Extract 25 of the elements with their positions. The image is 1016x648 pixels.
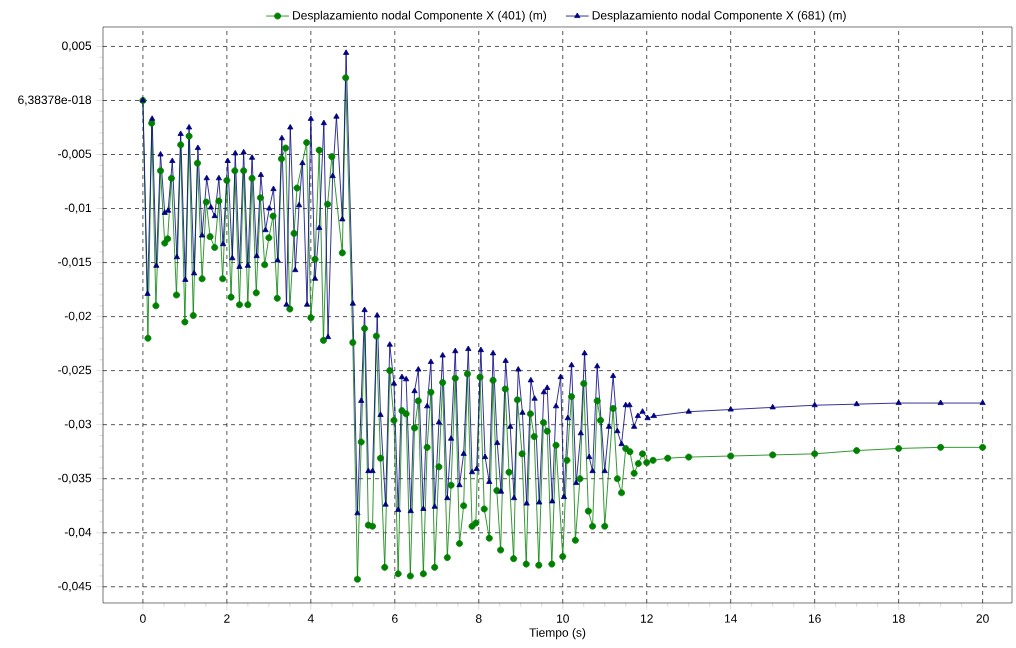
x-tick-label: 0 xyxy=(140,614,146,623)
y-tick-label: -0,03 xyxy=(64,419,92,430)
y-tick-label: -0,035 xyxy=(58,473,92,484)
y-tick-label: -0,025 xyxy=(58,365,92,376)
y-tick-label: -0,045 xyxy=(58,581,92,592)
x-tick-label: 14 xyxy=(724,614,738,623)
x-tick-label: 16 xyxy=(808,614,821,623)
y-tick-label: -0,02 xyxy=(64,311,92,322)
x-tick-label: 10 xyxy=(557,614,569,623)
x-tick-label: 2 xyxy=(224,614,230,623)
x-axis-title: Tiempo (s) xyxy=(529,628,586,640)
y-tick-label: -0,01 xyxy=(64,203,92,214)
x-tick-label: 20 xyxy=(976,614,989,623)
x-tick-label: 12 xyxy=(640,614,653,623)
y-tick-label: -0,015 xyxy=(58,257,92,268)
y-tick-label: 0,005 xyxy=(62,41,92,52)
legend-label: Desplazamiento nodal Componente X (681) (m) xyxy=(592,10,846,22)
x-tick-label: 8 xyxy=(475,614,482,623)
y-tick-label: -0,005 xyxy=(58,149,92,160)
x-tick-label: 18 xyxy=(892,614,905,623)
y-tick-label: -0,04 xyxy=(64,527,92,538)
y-tick-label: 6,38378e-018 xyxy=(18,95,92,106)
legend-label: Desplazamiento nodal Componente X (401) (m) xyxy=(293,10,547,22)
x-tick-label: 4 xyxy=(307,614,314,623)
x-tick-label: 6 xyxy=(392,614,398,623)
